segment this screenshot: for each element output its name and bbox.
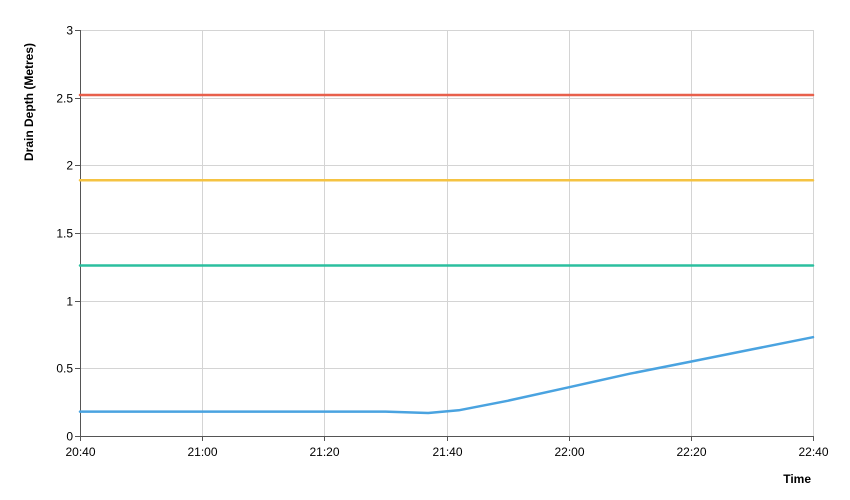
y-tick-label: 2.5 [56, 92, 73, 106]
y-tick-label: 0.5 [56, 362, 73, 376]
x-tick-label: 22:00 [554, 445, 584, 459]
x-tick-label: 22:20 [676, 445, 706, 459]
tick-labels: 20:40 21:00 21:20 21:40 22:00 22:20 22:40 0 0.5 1… [56, 24, 829, 460]
series-line-4 [78, 335, 815, 415]
x-tick-label: 20:40 [65, 445, 95, 459]
y-tick-label: 1 [66, 295, 73, 309]
grid [80, 30, 814, 436]
y-tick-label: 0 [66, 430, 73, 444]
series-lines [78, 93, 815, 415]
x-tick-label: 21:40 [432, 445, 462, 459]
y-axis-title: Drain Depth (Metres) [22, 43, 36, 161]
x-tick-label: 21:20 [309, 445, 339, 459]
x-axis-title: Time [783, 472, 811, 486]
x-tick-label: 22:40 [798, 445, 828, 459]
y-tick-label: 2 [66, 159, 73, 173]
axes [75, 30, 814, 441]
x-tick-label: 21:00 [187, 445, 217, 459]
y-tick-label: 1.5 [56, 227, 73, 241]
y-tick-label: 3 [66, 24, 73, 38]
